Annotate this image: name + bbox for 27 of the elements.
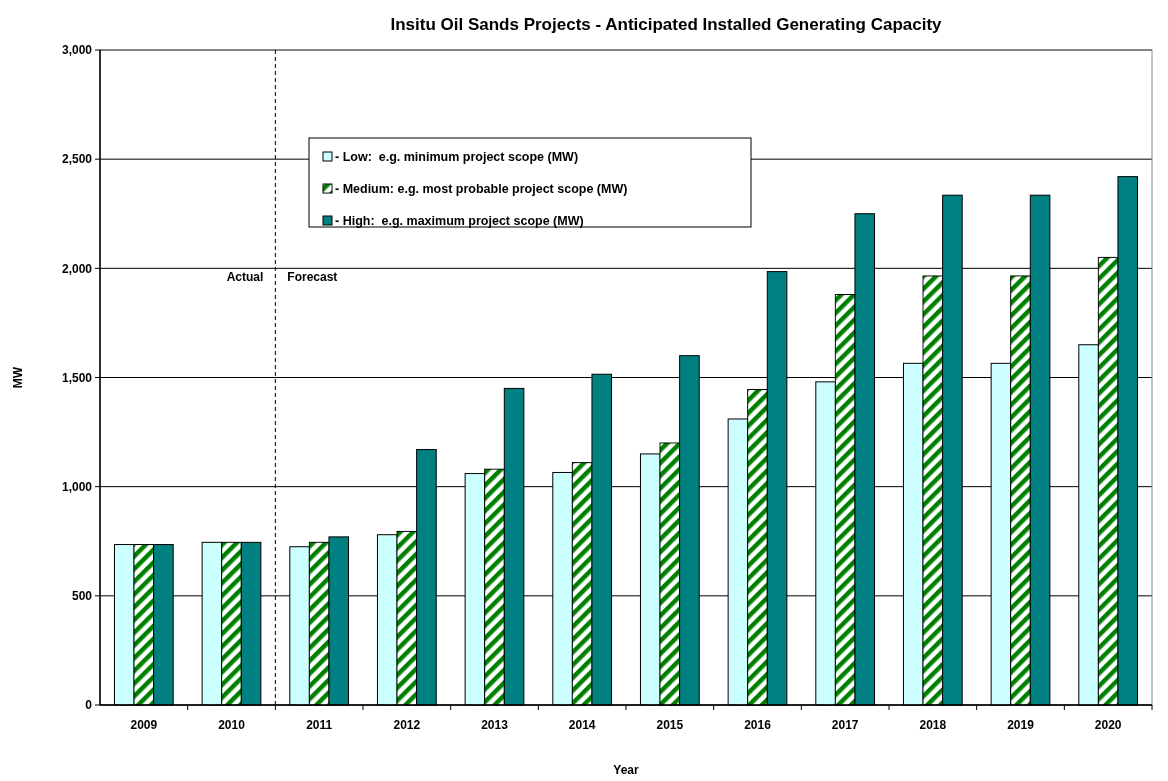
legend-label: - Medium: e.g. most probable project scope (MW) — [335, 182, 628, 197]
y-tick-label: 500 — [71, 589, 93, 604]
y-tick-label: 2,000 — [61, 261, 93, 276]
x-tick-label: 2015 — [656, 718, 684, 732]
y-tick-label: 2,500 — [61, 152, 93, 167]
x-tick-label: 2018 — [919, 718, 947, 732]
x-axis-title: Year — [613, 763, 640, 777]
x-tick-label: 2014 — [568, 718, 596, 732]
x-tick-label: 2011 — [306, 718, 333, 732]
x-tick-label: 2016 — [744, 718, 772, 732]
x-tick-label: 2013 — [481, 718, 509, 732]
x-tick-label: 2010 — [218, 718, 246, 732]
y-axis-title: MW — [11, 366, 25, 389]
chart-title: Insitu Oil Sands Projects - Anticipated Installed Generating Capacity — [390, 15, 943, 34]
annotation: Forecast — [287, 270, 338, 284]
y-tick-label: 0 — [85, 698, 93, 713]
x-tick-label: 2012 — [393, 718, 421, 732]
y-tick-label: 1,500 — [61, 370, 93, 385]
legend-label: - High: e.g. maximum project scope (MW) — [335, 214, 584, 229]
x-tick-label: 2009 — [130, 718, 158, 732]
legend-label: - Low: e.g. minimum project scope (MW) — [335, 150, 579, 165]
x-tick-label: 2017 — [831, 718, 859, 732]
annotation: Actual — [226, 270, 264, 284]
y-tick-label: 1,000 — [61, 479, 93, 494]
y-tick-label: 3,000 — [61, 43, 93, 58]
x-tick-label: 2020 — [1094, 718, 1122, 732]
x-tick-label: 2019 — [1007, 718, 1035, 732]
